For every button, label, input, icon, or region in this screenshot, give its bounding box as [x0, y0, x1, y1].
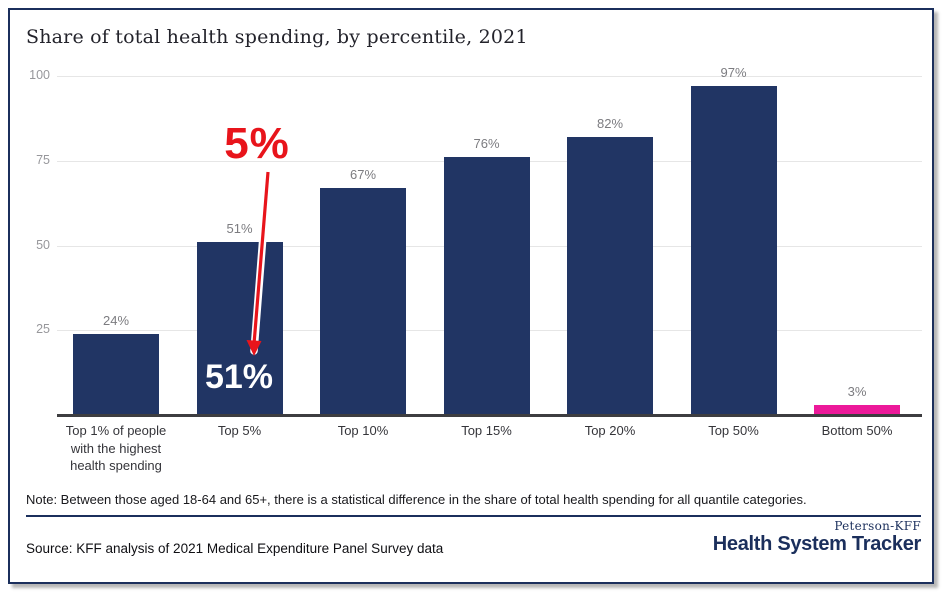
bar-value-label: 76% [473, 136, 500, 152]
bar [73, 333, 159, 415]
x-axis-label: Top 1% of people with the highest health… [65, 423, 167, 474]
x-axis-label: Top 5% [217, 423, 262, 438]
x-axis-label: Bottom 50% [821, 423, 893, 438]
bar [567, 137, 653, 415]
y-tick-label: 75 [36, 152, 50, 167]
bar-value-label: 24% [102, 312, 130, 328]
gridline [57, 76, 922, 77]
chart-frame: Share of total health spending, by perce… [8, 8, 934, 584]
annotation-inbar-label: 51% [204, 358, 274, 396]
bar [690, 86, 777, 415]
logo: Peterson-KFF Health System Tracker [712, 519, 922, 556]
bar-value-label: 3% [847, 383, 867, 399]
x-axis-label: Top 15% [461, 423, 512, 438]
note-text: Note: Between those aged 18-64 and 65+, … [26, 492, 807, 507]
bar-value-label: 82% [596, 116, 624, 132]
annotation-callout: 5% [224, 119, 290, 168]
plot-area: 5% 51% 25 50 75 100 24% Top 1% of people with… [10, 10, 932, 490]
y-tick-label: 50 [36, 237, 50, 252]
bar-value-label: 51% [226, 221, 253, 237]
bar [814, 404, 900, 415]
x-axis-label: Top 10% [337, 423, 389, 438]
x-axis-label: Top 20% [584, 423, 636, 438]
y-tick-label: 25 [36, 322, 50, 337]
bar-value-label: 67% [349, 166, 377, 182]
x-axis-label: Top 50% [708, 423, 759, 438]
source-text: Source: KFF analysis of 2021 Medical Exp… [26, 541, 444, 556]
chart-title: Share of total health spending, by perce… [26, 26, 528, 48]
bar-value-label: 97% [720, 65, 747, 81]
axis-line [57, 414, 922, 417]
y-tick-label: 100 [29, 68, 50, 82]
logo-peterson-kff: Peterson-KFF [834, 519, 921, 533]
bar [320, 187, 406, 415]
logo-health-system-tracker: Health System Tracker [712, 533, 922, 555]
footer-divider [26, 515, 921, 517]
bar [443, 157, 530, 415]
